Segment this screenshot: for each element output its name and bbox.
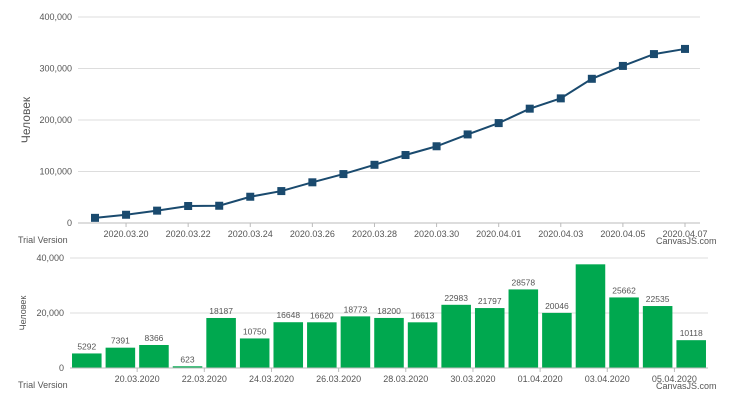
bar <box>340 316 371 368</box>
bar <box>307 322 337 368</box>
data-point-marker <box>463 130 472 139</box>
x-tick-label: 2020.03.30 <box>414 229 459 239</box>
x-tick-label: 05.04.2020 <box>652 374 697 384</box>
bar <box>542 312 572 368</box>
bar-value-label: 623 <box>180 354 194 364</box>
y-axis-title: Человек <box>18 296 28 331</box>
bar-value-label: 16620 <box>310 310 334 320</box>
bar-value-label: 28578 <box>511 277 535 287</box>
y-tick-label: 0 <box>59 363 64 373</box>
x-tick-label: 30.03.2020 <box>450 374 495 384</box>
bar-value-label: 10750 <box>243 326 267 336</box>
x-tick-label: 20.03.2020 <box>115 374 160 384</box>
x-tick-label: 22.03.2020 <box>182 374 227 384</box>
bar-value-label: 5292 <box>77 341 96 351</box>
data-point-marker <box>525 104 534 113</box>
data-point-marker <box>649 50 658 59</box>
y-tick-label: 20,000 <box>36 308 64 318</box>
bar <box>575 264 606 368</box>
bar-value-label: 25662 <box>612 285 636 295</box>
data-point-marker <box>122 210 131 219</box>
data-point-marker <box>308 178 317 187</box>
bar-value-label: 22983 <box>444 293 468 303</box>
x-tick-label: 2020.04.01 <box>476 229 521 239</box>
bar <box>239 338 270 368</box>
bar-value-label: 16613 <box>411 310 435 320</box>
y-tick-label: 0 <box>67 218 72 228</box>
bar <box>172 366 203 368</box>
bar-chart-svg: 0 20,000 40,000 Человек 5292 7391 8366 623 18187… <box>18 253 708 384</box>
y-tick-label: 200,000 <box>39 115 72 125</box>
bar <box>407 322 438 368</box>
daily-bar-chart: 0 20,000 40,000 Человек 5292 7391 8366 623 18187… <box>0 248 730 403</box>
x-tick-label: 01.04.2020 <box>518 374 563 384</box>
data-point-marker <box>215 201 224 210</box>
bar <box>273 322 304 368</box>
x-tick-label: 03.04.2020 <box>585 374 630 384</box>
bar-value-label: 22535 <box>646 294 670 304</box>
canvasjs-watermark[interactable]: CanvasJS.com <box>656 381 717 391</box>
x-tick-label: 26.03.2020 <box>316 374 361 384</box>
line-chart-svg: 0 100,000 200,000 300,000 400,000 Человек 2020… <box>19 12 708 239</box>
data-point-marker <box>277 187 286 196</box>
data-point-marker <box>91 213 99 222</box>
canvasjs-watermark[interactable]: CanvasJS.com <box>656 236 717 246</box>
data-point-marker <box>681 44 689 53</box>
data-point-marker <box>370 160 379 169</box>
x-tick-label: 2020.03.28 <box>352 229 397 239</box>
cumulative-line-chart: 0 100,000 200,000 300,000 400,000 Человек 2020… <box>19 12 708 239</box>
bar <box>139 344 169 368</box>
bar <box>105 347 136 368</box>
bar-value-label: 7391 <box>111 336 130 346</box>
bar-value-label: 21797 <box>478 296 502 306</box>
bar-value-label: 8366 <box>144 333 163 343</box>
series-line <box>94 47 686 219</box>
bar <box>508 289 539 368</box>
bar <box>642 306 673 368</box>
bar <box>374 317 404 368</box>
x-tick-label: 2020.03.26 <box>290 229 335 239</box>
data-point-marker <box>432 142 441 151</box>
bar-value-label: 10118 <box>680 328 703 338</box>
data-point-marker <box>587 74 596 83</box>
data-point-marker <box>556 94 565 103</box>
x-tick-label: 2020.04.03 <box>538 229 583 239</box>
x-tick-label: 28.03.2020 <box>383 374 428 384</box>
bar <box>206 317 236 368</box>
bar <box>441 304 471 368</box>
bar <box>474 308 505 368</box>
data-point-marker <box>494 119 503 128</box>
x-tick-label: 2020.04.07 <box>662 229 707 239</box>
y-axis-title: Человек <box>19 96 33 143</box>
data-point-marker <box>153 206 162 215</box>
data-point-marker <box>246 192 255 201</box>
x-tick-label: 2020.03.24 <box>228 229 273 239</box>
x-tick-label: 2020.03.20 <box>104 229 149 239</box>
bar <box>609 297 639 368</box>
y-tick-label: 300,000 <box>39 64 72 74</box>
bar <box>676 340 706 368</box>
bar <box>72 353 102 368</box>
data-point-marker <box>184 202 193 211</box>
x-tick-label: 2020.03.22 <box>166 229 211 239</box>
bar-value-label: 18200 <box>377 306 401 316</box>
trial-version-watermark: Trial Version <box>18 380 68 390</box>
bar-value-label: 18187 <box>209 306 233 316</box>
data-point-marker <box>401 151 410 160</box>
trial-version-watermark: Trial Version <box>18 235 68 245</box>
bar-value-label: 18773 <box>344 304 368 314</box>
y-tick-label: 100,000 <box>39 167 72 177</box>
bar-value-label: 20046 <box>545 301 569 311</box>
bar-value-label: 16648 <box>276 310 300 320</box>
x-tick-label: 2020.04.05 <box>600 229 645 239</box>
data-point-marker <box>339 170 348 179</box>
y-tick-label: 40,000 <box>36 253 64 263</box>
x-tick-label: 24.03.2020 <box>249 374 294 384</box>
data-point-marker <box>618 61 627 70</box>
y-tick-label: 400,000 <box>39 12 72 22</box>
